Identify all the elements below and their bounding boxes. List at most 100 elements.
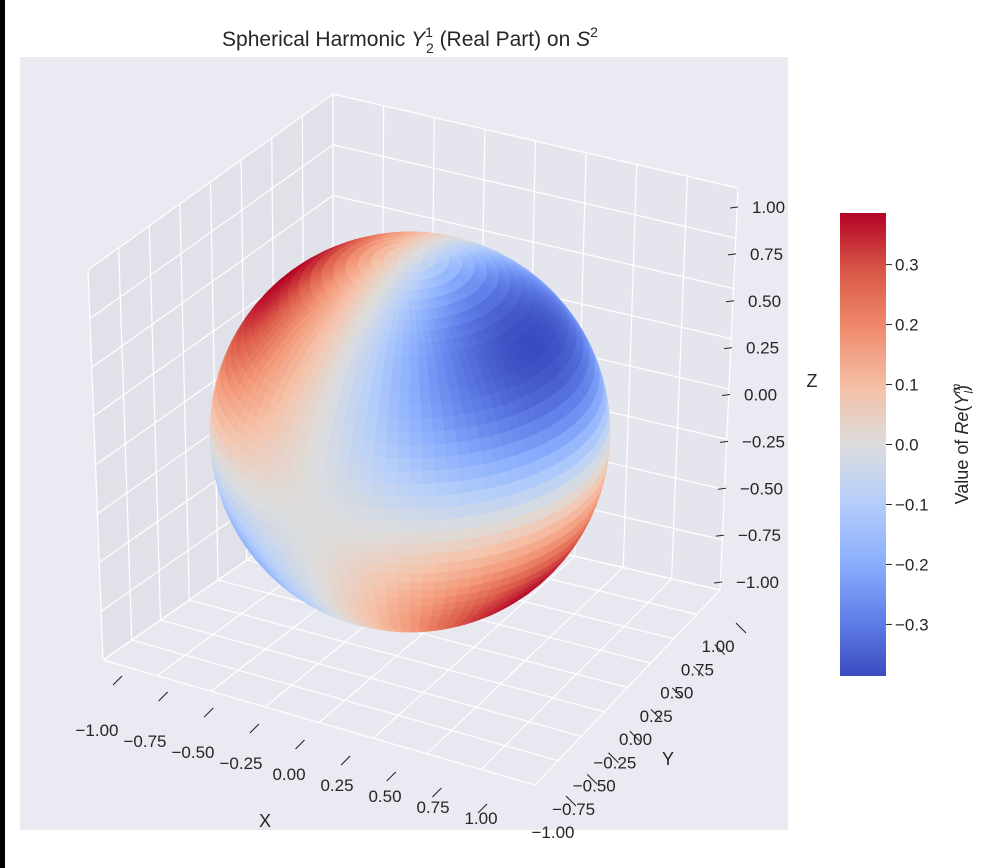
surface-facet xyxy=(444,441,459,457)
surface-facet xyxy=(353,414,368,430)
surface-facet xyxy=(370,529,385,543)
surface-facet xyxy=(396,519,411,533)
surface-facet xyxy=(434,481,449,496)
surface-facet xyxy=(409,616,421,622)
colorbar-label-open: ( xyxy=(952,406,972,412)
surface-facet xyxy=(457,452,472,469)
title-space: S xyxy=(576,28,590,51)
surface-facet xyxy=(409,290,415,301)
surface-facet xyxy=(432,429,446,445)
left-border xyxy=(0,0,5,868)
surface-facet xyxy=(409,553,424,565)
x-tick-mark xyxy=(431,787,442,798)
surface-facet xyxy=(421,456,436,472)
surface-facet xyxy=(390,379,402,394)
title-sup: 1 xyxy=(425,24,433,40)
colorbar-label: Value of Re(Yml) xyxy=(949,384,976,505)
surface-facet xyxy=(383,519,398,533)
surface-facet xyxy=(384,456,399,472)
surface-facet xyxy=(435,551,450,564)
surface-facet xyxy=(393,342,404,356)
surface-facet xyxy=(370,494,385,509)
surface-facet xyxy=(392,354,403,368)
surface-facet xyxy=(399,620,411,626)
surface-facet xyxy=(471,475,486,492)
y-tick-mark xyxy=(608,752,619,764)
surface-facet xyxy=(409,281,414,291)
surface-facet xyxy=(409,343,419,356)
z-tick-mark xyxy=(717,487,727,490)
surface-facet xyxy=(370,518,385,532)
surface-facet xyxy=(403,320,411,333)
surface-facet xyxy=(460,490,475,506)
surface-facet xyxy=(409,470,423,485)
surface-facet xyxy=(448,528,463,542)
surface-facet xyxy=(409,507,424,521)
surface-facet xyxy=(418,379,430,394)
surface-facet xyxy=(409,299,416,311)
z-tick-label: 0.50 xyxy=(748,292,781,311)
surface-facet xyxy=(397,590,411,599)
surface-facet xyxy=(371,571,386,582)
surface-facet xyxy=(421,581,436,591)
colorbar-tick-label: 0.3 xyxy=(895,256,919,275)
x-tick-mark xyxy=(295,739,305,750)
surface-facet xyxy=(416,331,425,344)
surface-facet xyxy=(425,353,437,368)
surface-facet xyxy=(435,529,450,543)
surface-facet xyxy=(440,402,454,418)
surface-facet xyxy=(373,443,387,458)
surface-facet xyxy=(433,588,447,598)
surface-facet xyxy=(348,452,363,469)
surface-facet xyxy=(406,281,411,291)
surface-facet xyxy=(396,563,411,574)
surface-facet xyxy=(396,483,411,497)
surface-facet xyxy=(360,454,375,470)
surface-facet xyxy=(384,581,399,591)
surface-facet xyxy=(467,437,482,454)
colorbar-label-sub: l xyxy=(962,391,976,394)
colorbar xyxy=(840,213,886,676)
x-tick-label: −1.00 xyxy=(75,721,118,740)
x-axis-label: X xyxy=(259,811,271,831)
surface-facet xyxy=(422,552,437,565)
surface-facet xyxy=(409,309,417,322)
surface-facet xyxy=(469,450,483,467)
surface-facet xyxy=(434,468,449,484)
surface-facet xyxy=(361,441,376,457)
surface-facet xyxy=(459,478,474,494)
surface-facet xyxy=(384,482,398,497)
y-tick-mark xyxy=(629,730,641,742)
surface-facet xyxy=(399,379,411,394)
surface-facet xyxy=(409,431,423,446)
surface-facet xyxy=(357,504,372,519)
surface-facet xyxy=(345,490,360,506)
surface-facet xyxy=(420,610,433,617)
surface-facet xyxy=(422,519,437,533)
surface-facet xyxy=(409,444,423,459)
y-tick-mark xyxy=(735,622,747,634)
surface-facet xyxy=(351,427,366,443)
title-space-sup: 2 xyxy=(590,24,598,40)
axis-ticks: 1.00 0.75 0.50 0.25 0.00 −0.25 −0.50 −0.75 −1.00… xyxy=(75,198,785,842)
surface-facet xyxy=(422,495,437,509)
right-pane-vgrid xyxy=(671,176,688,579)
y-tick-label: −1.00 xyxy=(531,823,574,842)
surface-facet xyxy=(443,428,457,444)
surface-facet xyxy=(384,572,398,583)
surface-facet xyxy=(338,437,353,454)
title-symbol: Y xyxy=(411,28,427,51)
surface-facet xyxy=(421,443,435,459)
surface-facet xyxy=(417,354,428,368)
surface-facet xyxy=(409,590,423,599)
y-tick-label: 0.75 xyxy=(681,660,714,679)
surface-facet xyxy=(387,404,400,420)
surface-facet xyxy=(409,519,424,533)
surface-facet xyxy=(409,531,424,544)
surface-facet xyxy=(419,391,432,407)
surface-facet xyxy=(422,530,437,544)
surface-facet xyxy=(375,416,389,432)
surface-facet xyxy=(397,581,411,592)
surface-facet xyxy=(420,430,434,446)
